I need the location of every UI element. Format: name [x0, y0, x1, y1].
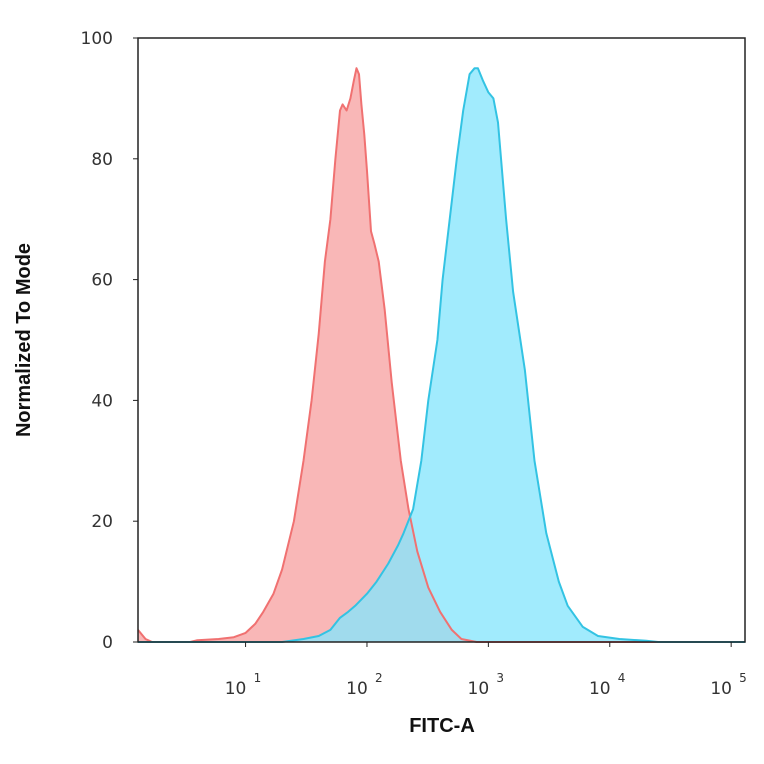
x-tick-exponent: 4 [618, 671, 626, 685]
series-1-line [137, 67, 745, 643]
x-tick-exponent: 3 [496, 671, 504, 685]
x-axis-title: FITC-A [409, 715, 475, 737]
x-tick-label: 10 [710, 679, 732, 699]
y-tick-label: 20 [91, 512, 113, 532]
y-tick-label: 60 [91, 271, 113, 291]
y-ticks: 0 20 40 60 80 100 [81, 29, 138, 653]
x-tick-label: 10 [346, 679, 368, 699]
y-tick-label: 0 [102, 633, 113, 653]
series-2-area [138, 68, 745, 642]
x-tick-label: 10 [225, 679, 247, 699]
y-tick-label: 40 [91, 391, 113, 411]
y-axis-title: Normalized To Mode [13, 243, 35, 437]
series-2-line [138, 67, 745, 643]
x-tick-exponent: 1 [254, 671, 262, 685]
stroke-layer [137, 67, 745, 643]
x-ticks: 10 1 10 2 10 3 10 4 10 5 [225, 642, 747, 699]
x-tick-label: 10 [589, 679, 611, 699]
y-tick-label: 100 [81, 29, 113, 49]
x-tick-exponent: 5 [739, 671, 747, 685]
plot-frame [137, 37, 746, 643]
y-tick-label: 80 [91, 150, 113, 170]
fill-layer [138, 68, 745, 642]
x-tick-label: 10 [468, 679, 490, 699]
x-tick-exponent: 2 [375, 671, 383, 685]
